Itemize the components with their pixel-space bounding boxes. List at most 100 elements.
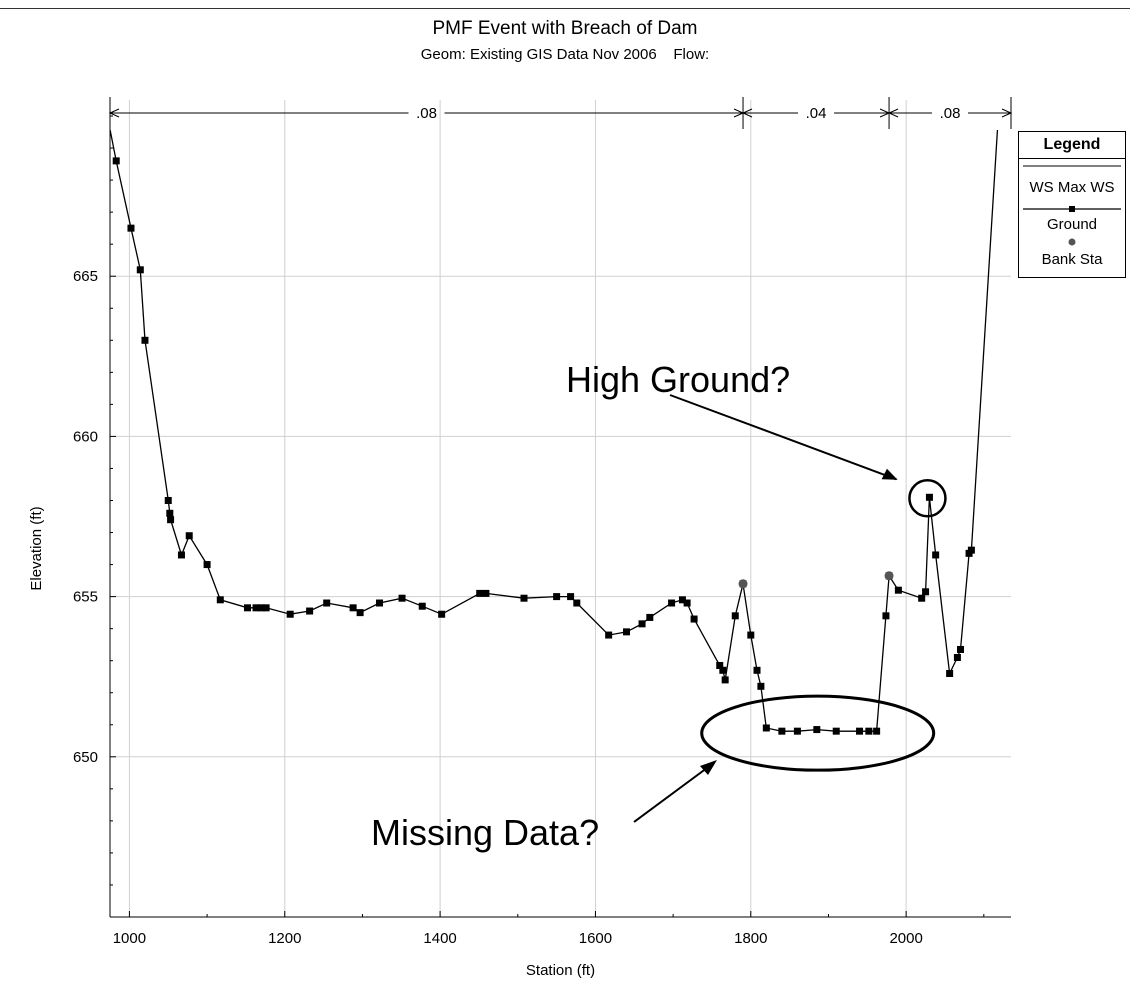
legend-ground-marker [1069,206,1075,212]
ground-point [262,604,270,612]
ground-point [520,594,528,602]
ground-point [398,594,406,602]
ground-point [957,645,965,653]
x-tick-label: 1400 [423,930,456,947]
legend-label-ws: WS Max WS [1029,179,1115,196]
ground-point [793,727,801,735]
arrowhead-high [881,468,898,480]
ground-point [932,551,940,559]
ground-point [482,589,490,597]
ground-point [203,561,211,569]
arrowhead-missing [700,760,717,775]
ground-point [164,496,172,504]
axes: 1000 1200 1400 1600 1800 2000 650 655 660 665 Stat… [28,100,1011,979]
ground-point [922,588,930,596]
annotation-missing-data: Missing Data? [371,812,599,853]
ground-point [257,604,265,612]
ground-point [953,653,961,661]
y-tick-label: 665 [73,268,98,285]
ground-point [127,224,135,232]
mannings-arrow-left [741,108,753,118]
mannings-n-label: .04 [806,105,827,122]
ground-point [918,594,926,602]
ground-point [136,266,144,274]
ground-point [873,727,881,735]
x-tick-label: 1200 [268,930,301,947]
mannings-arrow-left [108,108,120,118]
mannings-arrow-left [887,108,899,118]
ground-point [112,157,120,165]
mannings-n-label: .08 [416,105,437,122]
ground-point [567,593,575,601]
ground-point [894,586,902,594]
ground-line [110,130,999,732]
ground-point [757,682,765,690]
y-tick-label: 660 [73,428,98,445]
ground-point [167,516,175,524]
ground-point [323,599,331,607]
ground-point [216,596,224,604]
ground-point [690,615,698,623]
ground-point [716,661,724,669]
top-rule [0,8,1130,9]
ground-point [832,727,840,735]
ground-point [141,336,149,344]
x-tick-label: 2000 [889,930,922,947]
x-tick-label: 1800 [734,930,767,947]
legend-label-bank: Bank Sta [1041,251,1103,268]
mannings-n-label: .08 [940,105,961,122]
ground-point [946,670,954,678]
ground-point [967,546,975,554]
ground-point [177,551,185,559]
ground-point [678,596,686,604]
ground-point [573,599,581,607]
chart-title: PMF Event with Breach of Dam [432,18,698,39]
mannings-arrow-right [1001,108,1013,118]
ground-point [719,666,727,674]
annotation-arrow-high [669,394,897,481]
legend-bank-marker [1068,238,1076,246]
x-axis-title: Station (ft) [526,962,595,979]
ground-point [286,610,294,618]
y-tick-label: 650 [73,749,98,766]
ground-point [243,604,251,612]
ground-point [376,599,384,607]
highlight-ellipse [700,694,936,772]
ground-point [683,599,691,607]
ground-point [356,609,364,617]
ground-point [185,532,193,540]
ground-point [721,676,729,684]
grid [110,100,1011,917]
y-axis-title: Elevation (ft) [28,506,45,590]
ground-point [638,620,646,628]
x-tick-label: 1600 [579,930,612,947]
ground-point [813,726,821,734]
ground-point [418,602,426,610]
ground-point [252,604,260,612]
highlight-circle [908,479,947,518]
bank-sta-point [738,579,748,589]
mannings-n-bar: .08 .04 .08 [108,97,1013,129]
series-layer [110,130,999,735]
ground-point [476,589,484,597]
ground-point [349,604,357,612]
ground-point [731,612,739,620]
ground-point [605,631,613,639]
ground-point [747,631,755,639]
legend-swatches [1023,165,1121,246]
ground-point [856,727,864,735]
annotations-layer: High Ground? Missing Data? [371,359,947,853]
bank-sta-point [884,571,894,581]
ground-point [646,613,654,621]
ground-point [438,610,446,618]
ground-point [925,493,933,501]
ground-point [762,724,770,732]
ground-point [668,599,676,607]
annotation-high-ground: High Ground? [566,359,790,400]
legend-title: Legend [1019,132,1125,159]
ground-point [865,727,873,735]
chart-subtitle: Geom: Existing GIS Data Nov 2006 Flow: [420,46,710,63]
ground-point [882,612,890,620]
ground-point [753,666,761,674]
